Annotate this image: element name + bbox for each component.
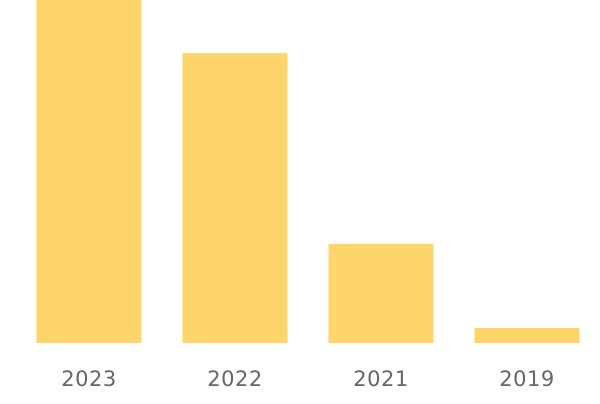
bar (36, 0, 142, 343)
x-tick-label: 2021 (353, 367, 408, 391)
x-tick-label: 2022 (207, 367, 262, 391)
x-tick-label: 2023 (61, 367, 116, 391)
bar (182, 53, 288, 343)
bar (474, 327, 580, 343)
bar (328, 243, 434, 343)
x-tick-label: 2019 (499, 367, 554, 391)
